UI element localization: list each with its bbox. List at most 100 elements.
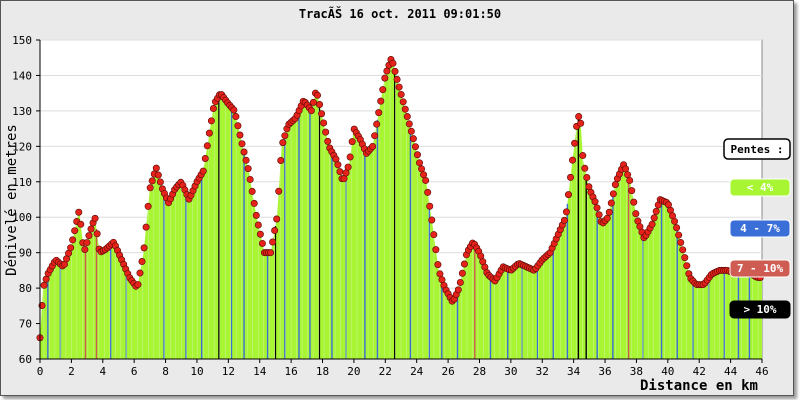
legend-item: 4 - 7%: [729, 219, 791, 238]
profile-point: [560, 216, 568, 224]
profile-point: [624, 171, 632, 179]
legend-title: Pentes :: [731, 143, 784, 156]
y-tick-label: 100: [12, 211, 32, 224]
x-tick-label: 24: [410, 365, 424, 378]
y-tick-label: 110: [12, 176, 32, 189]
profile-point: [67, 244, 75, 252]
profile-point: [611, 181, 619, 189]
profile-point: [71, 227, 79, 235]
profile-point: [571, 139, 579, 147]
profile-point: [567, 173, 575, 181]
profile-point: [679, 246, 687, 254]
profile-point: [334, 161, 342, 169]
profile-point: [281, 132, 289, 140]
profile-point: [148, 177, 156, 185]
profile-point: [348, 138, 356, 146]
profile-point: [562, 208, 570, 216]
profile-point: [681, 254, 689, 262]
profile-point: [234, 122, 242, 130]
x-tick-label: 38: [630, 365, 643, 378]
profile-point: [673, 224, 681, 232]
x-tick-label: 8: [162, 365, 169, 378]
x-tick-label: 44: [724, 365, 738, 378]
profile-point: [581, 164, 589, 172]
x-tick-label: 40: [661, 365, 674, 378]
profile-point: [279, 139, 287, 147]
profile-point: [383, 67, 391, 75]
profile-point: [152, 164, 160, 172]
profile-point: [603, 214, 611, 222]
profile-point: [40, 281, 48, 289]
profile-point: [322, 128, 330, 136]
profile-point: [236, 131, 244, 139]
profile-point: [136, 269, 144, 277]
x-tick-label: 28: [473, 365, 486, 378]
profile-point: [391, 67, 399, 75]
x-tick-label: 18: [316, 365, 329, 378]
x-tick-label: 12: [222, 365, 235, 378]
x-tick-label: 6: [131, 365, 138, 378]
profile-point: [254, 221, 262, 229]
profile-point: [242, 156, 250, 164]
profile-point: [201, 154, 209, 162]
x-tick-label: 20: [347, 365, 360, 378]
profile-point: [230, 106, 238, 114]
x-tick-label: 16: [285, 365, 298, 378]
profile-point: [671, 217, 679, 225]
y-tick-label: 70: [19, 318, 32, 331]
profile-point: [389, 59, 397, 67]
profile-point: [252, 211, 260, 219]
profile-point: [275, 187, 283, 195]
profile-point: [607, 199, 615, 207]
profile-point: [628, 187, 636, 195]
x-tick-label: 26: [441, 365, 454, 378]
profile-point: [258, 239, 266, 247]
x-tick-label: 30: [504, 365, 517, 378]
profile-point: [340, 175, 348, 183]
profile-point: [393, 75, 401, 83]
profile-point: [609, 190, 617, 198]
profile-point: [436, 270, 444, 278]
legend-label: 4 - 7%: [740, 222, 780, 235]
legend-item: < 4%: [729, 178, 791, 197]
profile-point: [307, 107, 315, 115]
profile-point: [238, 140, 246, 148]
profile-point: [142, 223, 150, 231]
profile-point: [650, 214, 658, 222]
profile-point: [605, 208, 613, 216]
profile-point: [405, 120, 413, 128]
profile-point: [418, 165, 426, 173]
profile-point: [399, 98, 407, 106]
profile-point: [336, 168, 344, 176]
legend-swatch: [729, 219, 791, 238]
x-tick-label: 34: [567, 365, 581, 378]
profile-point: [344, 163, 352, 171]
legend-swatch: [729, 259, 791, 278]
legend-label: 7 - 10%: [737, 262, 784, 275]
x-tick-label: 14: [253, 365, 267, 378]
profile-point: [138, 258, 146, 266]
profile-point: [248, 187, 256, 195]
x-tick-label: 2: [68, 365, 75, 378]
slope-bands: [43, 62, 759, 359]
profile-point: [579, 152, 587, 160]
profile-point: [81, 245, 89, 253]
profile-point: [140, 244, 148, 252]
profile-point: [381, 74, 389, 82]
y-tick-label: 60: [19, 353, 32, 366]
profile-point: [75, 208, 83, 216]
profile-point: [316, 101, 324, 109]
profile-point: [424, 188, 432, 196]
y-tick-label: 150: [12, 34, 32, 47]
profile-point: [652, 207, 660, 215]
profile-point: [256, 230, 264, 238]
profile-point: [207, 117, 215, 125]
profile-point: [675, 231, 683, 239]
profile-point: [413, 151, 421, 159]
profile-point: [199, 167, 207, 175]
profile-point: [426, 202, 434, 210]
legend: Pentes : < 4% 4 - 7% 7 - 10% > 10%: [723, 138, 791, 319]
profile-point: [411, 143, 419, 151]
profile-point: [632, 210, 640, 218]
profile-point: [373, 120, 381, 128]
